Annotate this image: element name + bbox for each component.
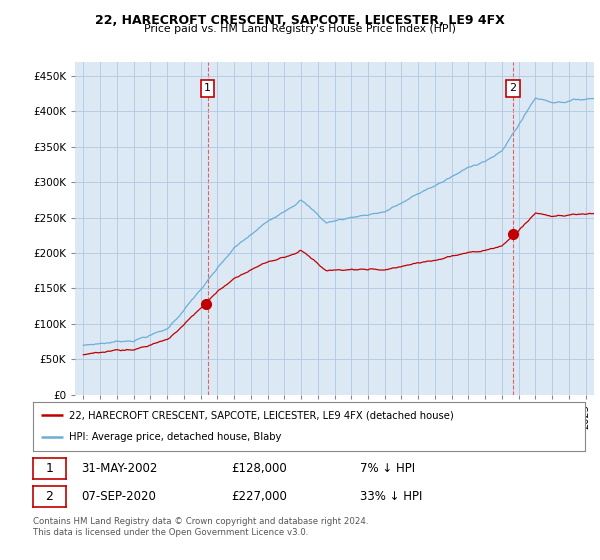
Text: 2: 2	[46, 489, 53, 503]
Text: 7% ↓ HPI: 7% ↓ HPI	[360, 461, 415, 475]
Text: 22, HARECROFT CRESCENT, SAPCOTE, LEICESTER, LE9 4FX: 22, HARECROFT CRESCENT, SAPCOTE, LEICEST…	[95, 14, 505, 27]
Text: 1: 1	[46, 461, 53, 475]
Text: £128,000: £128,000	[231, 461, 287, 475]
Text: 22, HARECROFT CRESCENT, SAPCOTE, LEICESTER, LE9 4FX (detached house): 22, HARECROFT CRESCENT, SAPCOTE, LEICEST…	[69, 410, 454, 421]
Text: 2: 2	[509, 83, 517, 94]
FancyBboxPatch shape	[201, 80, 214, 97]
Text: 1: 1	[204, 83, 211, 94]
FancyBboxPatch shape	[506, 80, 520, 97]
Text: HPI: Average price, detached house, Blaby: HPI: Average price, detached house, Blab…	[69, 432, 281, 442]
Text: 31-MAY-2002: 31-MAY-2002	[81, 461, 157, 475]
Text: 07-SEP-2020: 07-SEP-2020	[81, 489, 156, 503]
Text: £227,000: £227,000	[231, 489, 287, 503]
Text: Contains HM Land Registry data © Crown copyright and database right 2024.
This d: Contains HM Land Registry data © Crown c…	[33, 517, 368, 537]
Text: Price paid vs. HM Land Registry's House Price Index (HPI): Price paid vs. HM Land Registry's House …	[144, 24, 456, 34]
Text: 33% ↓ HPI: 33% ↓ HPI	[360, 489, 422, 503]
